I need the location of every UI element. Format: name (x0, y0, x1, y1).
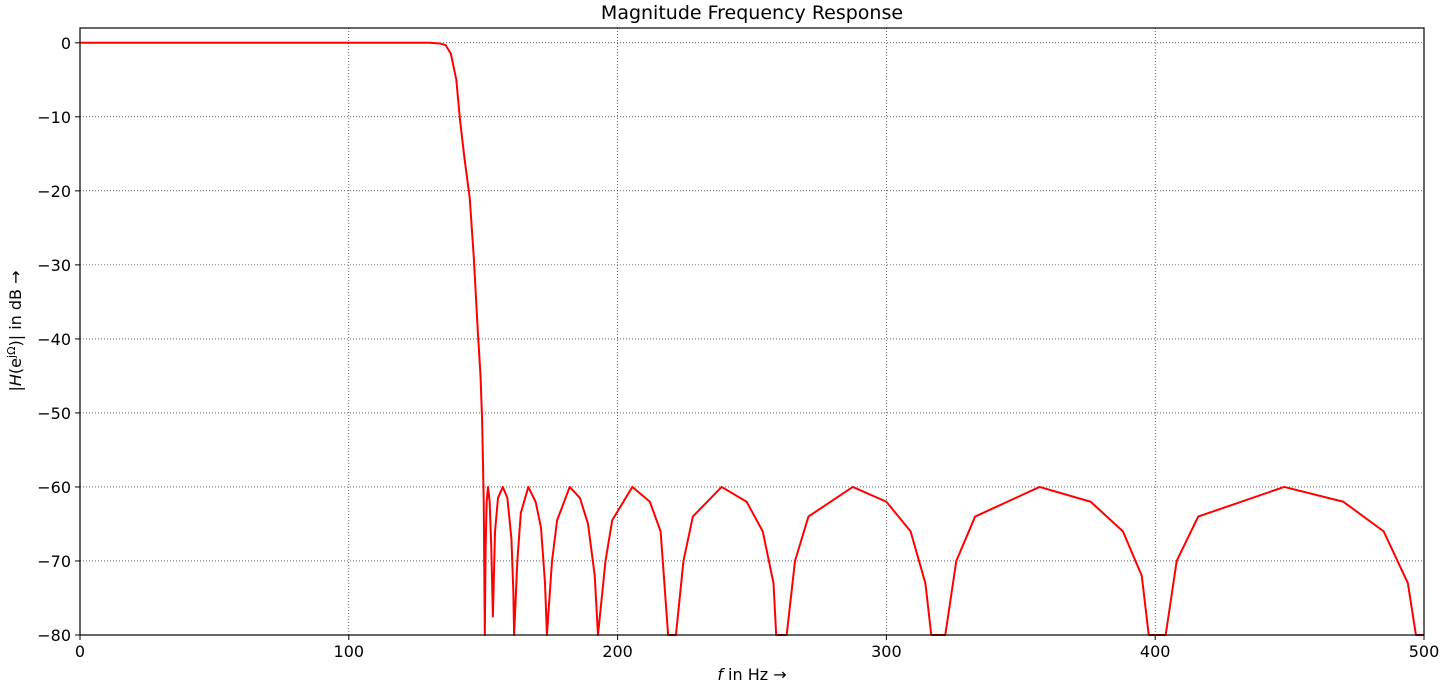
y-axis-label: |H(ejΩ)| in dB → (5, 271, 25, 392)
y-tick-label: −70 (37, 552, 71, 571)
y-tick-label: −20 (37, 182, 71, 201)
data-line (80, 41, 1424, 636)
chart-title: Magnitude Frequency Response (601, 2, 903, 24)
x-tick-label: 300 (871, 642, 902, 661)
y-tick-label: −10 (37, 108, 71, 127)
y-tick-label: −30 (37, 256, 71, 275)
y-tick-label: 0 (61, 34, 71, 53)
x-axis-label: f in Hz → (717, 665, 786, 684)
plot-frame (79, 27, 1425, 636)
x-tick-label: 500 (1409, 642, 1440, 661)
x-tick-label: 100 (334, 642, 365, 661)
y-tick-label: −50 (37, 404, 71, 423)
y-tick-label: −60 (37, 478, 71, 497)
x-tick-label: 200 (602, 642, 633, 661)
x-tick-label: 400 (1140, 642, 1171, 661)
y-tick-label: −40 (37, 330, 71, 349)
y-tick-label: −80 (37, 626, 71, 645)
x-tick-label: 0 (75, 642, 85, 661)
